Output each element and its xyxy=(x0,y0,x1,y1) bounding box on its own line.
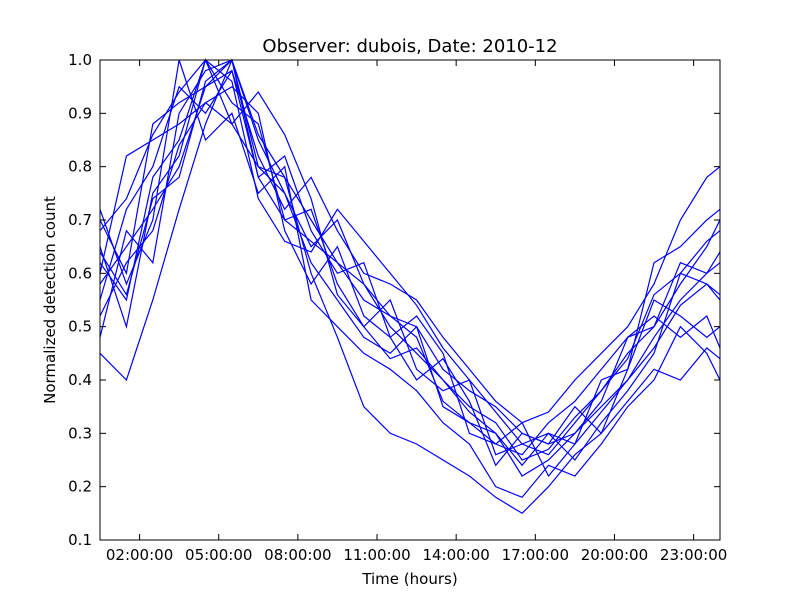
x-tick-label: 05:00:00 xyxy=(185,546,252,564)
x-tick-label: 08:00:00 xyxy=(264,546,331,564)
x-axis: 02:00:00 05:00:00 08:00:00 11:00:00 14:00:00… xyxy=(106,60,727,564)
series-line-9 xyxy=(99,58,721,515)
y-tick-label: 0.1 xyxy=(68,531,92,549)
y-tick-label: 0.2 xyxy=(68,478,92,496)
x-tick-label: 17:00:00 xyxy=(502,546,569,564)
x-axis-title: Time (hours) xyxy=(361,570,457,588)
x-tick-label: 11:00:00 xyxy=(343,546,410,564)
y-tick-label: 0.6 xyxy=(68,264,92,282)
y-tick-label: 0.4 xyxy=(68,371,92,389)
x-tick-label: 23:00:00 xyxy=(660,546,727,564)
plot-frame xyxy=(99,59,721,541)
series-line-8 xyxy=(99,69,721,424)
y-tick-label: 0.7 xyxy=(68,211,92,229)
x-tick-label: 02:00:00 xyxy=(106,546,173,564)
x-tick-label: 14:00:00 xyxy=(422,546,489,564)
y-tick-label: 1.0 xyxy=(68,51,92,69)
series-layer xyxy=(99,58,721,515)
series-line-7 xyxy=(99,59,721,499)
y-tick-label: 0.9 xyxy=(68,104,92,122)
y-tick-label: 0.5 xyxy=(68,318,92,336)
x-tick-label: 20:00:00 xyxy=(581,546,648,564)
series-line-11 xyxy=(99,90,721,467)
series-line-12 xyxy=(99,58,721,456)
y-axis: 0.1 0.2 0.3 0.4 0.5 0.6 0.7 0.8 0.9 1.0 xyxy=(68,51,720,549)
y-axis-title: Normalized detection count xyxy=(41,196,59,404)
chart-title: Observer: dubois, Date: 2010-12 xyxy=(262,36,557,57)
y-tick-label: 0.8 xyxy=(68,158,92,176)
y-tick-label: 0.3 xyxy=(68,424,92,442)
